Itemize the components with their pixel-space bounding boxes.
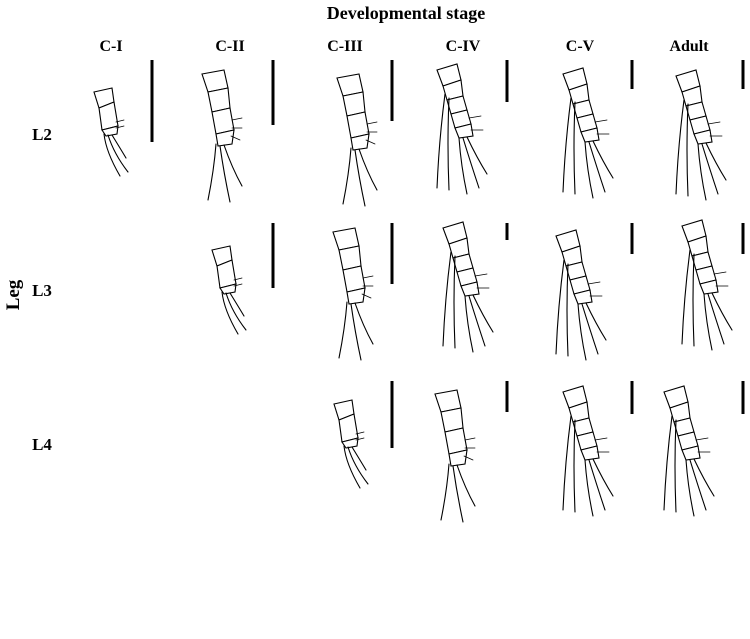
y-axis-label: Leg — [3, 279, 24, 310]
stage-label-c4: C-IV — [446, 38, 481, 55]
stage-label-c3: C-III — [327, 38, 363, 55]
drawing-l3-adult — [681, 219, 733, 351]
drawing-l4-c3 — [333, 399, 369, 489]
drawing-l4-adult — [663, 385, 715, 517]
stage-label-c2: C-II — [215, 38, 244, 55]
drawing-l4-c4 — [434, 389, 476, 523]
stage-label-c1: C-I — [99, 38, 122, 55]
stage-label-adult: Adult — [669, 38, 709, 55]
drawing-l4-c5 — [562, 385, 614, 517]
leg-label-l4: L4 — [32, 435, 52, 454]
stage-label-c5: C-V — [566, 38, 595, 55]
drawing-l3-c4 — [442, 221, 494, 353]
drawing-l2-c4 — [436, 63, 488, 195]
drawing-l2-c1 — [93, 87, 129, 177]
drawing-l3-c3 — [332, 227, 374, 361]
leg-label-l2: L2 — [32, 125, 52, 144]
drawing-l2-c3 — [336, 73, 378, 207]
figure-title: Developmental stage — [327, 3, 485, 23]
drawing-l2-c2 — [201, 69, 243, 203]
drawing-l2-adult — [675, 69, 727, 201]
drawing-l2-c5 — [562, 67, 614, 199]
drawing-l3-c5 — [555, 229, 607, 361]
leg-label-l3: L3 — [32, 281, 52, 300]
drawing-l3-c2 — [211, 245, 247, 335]
